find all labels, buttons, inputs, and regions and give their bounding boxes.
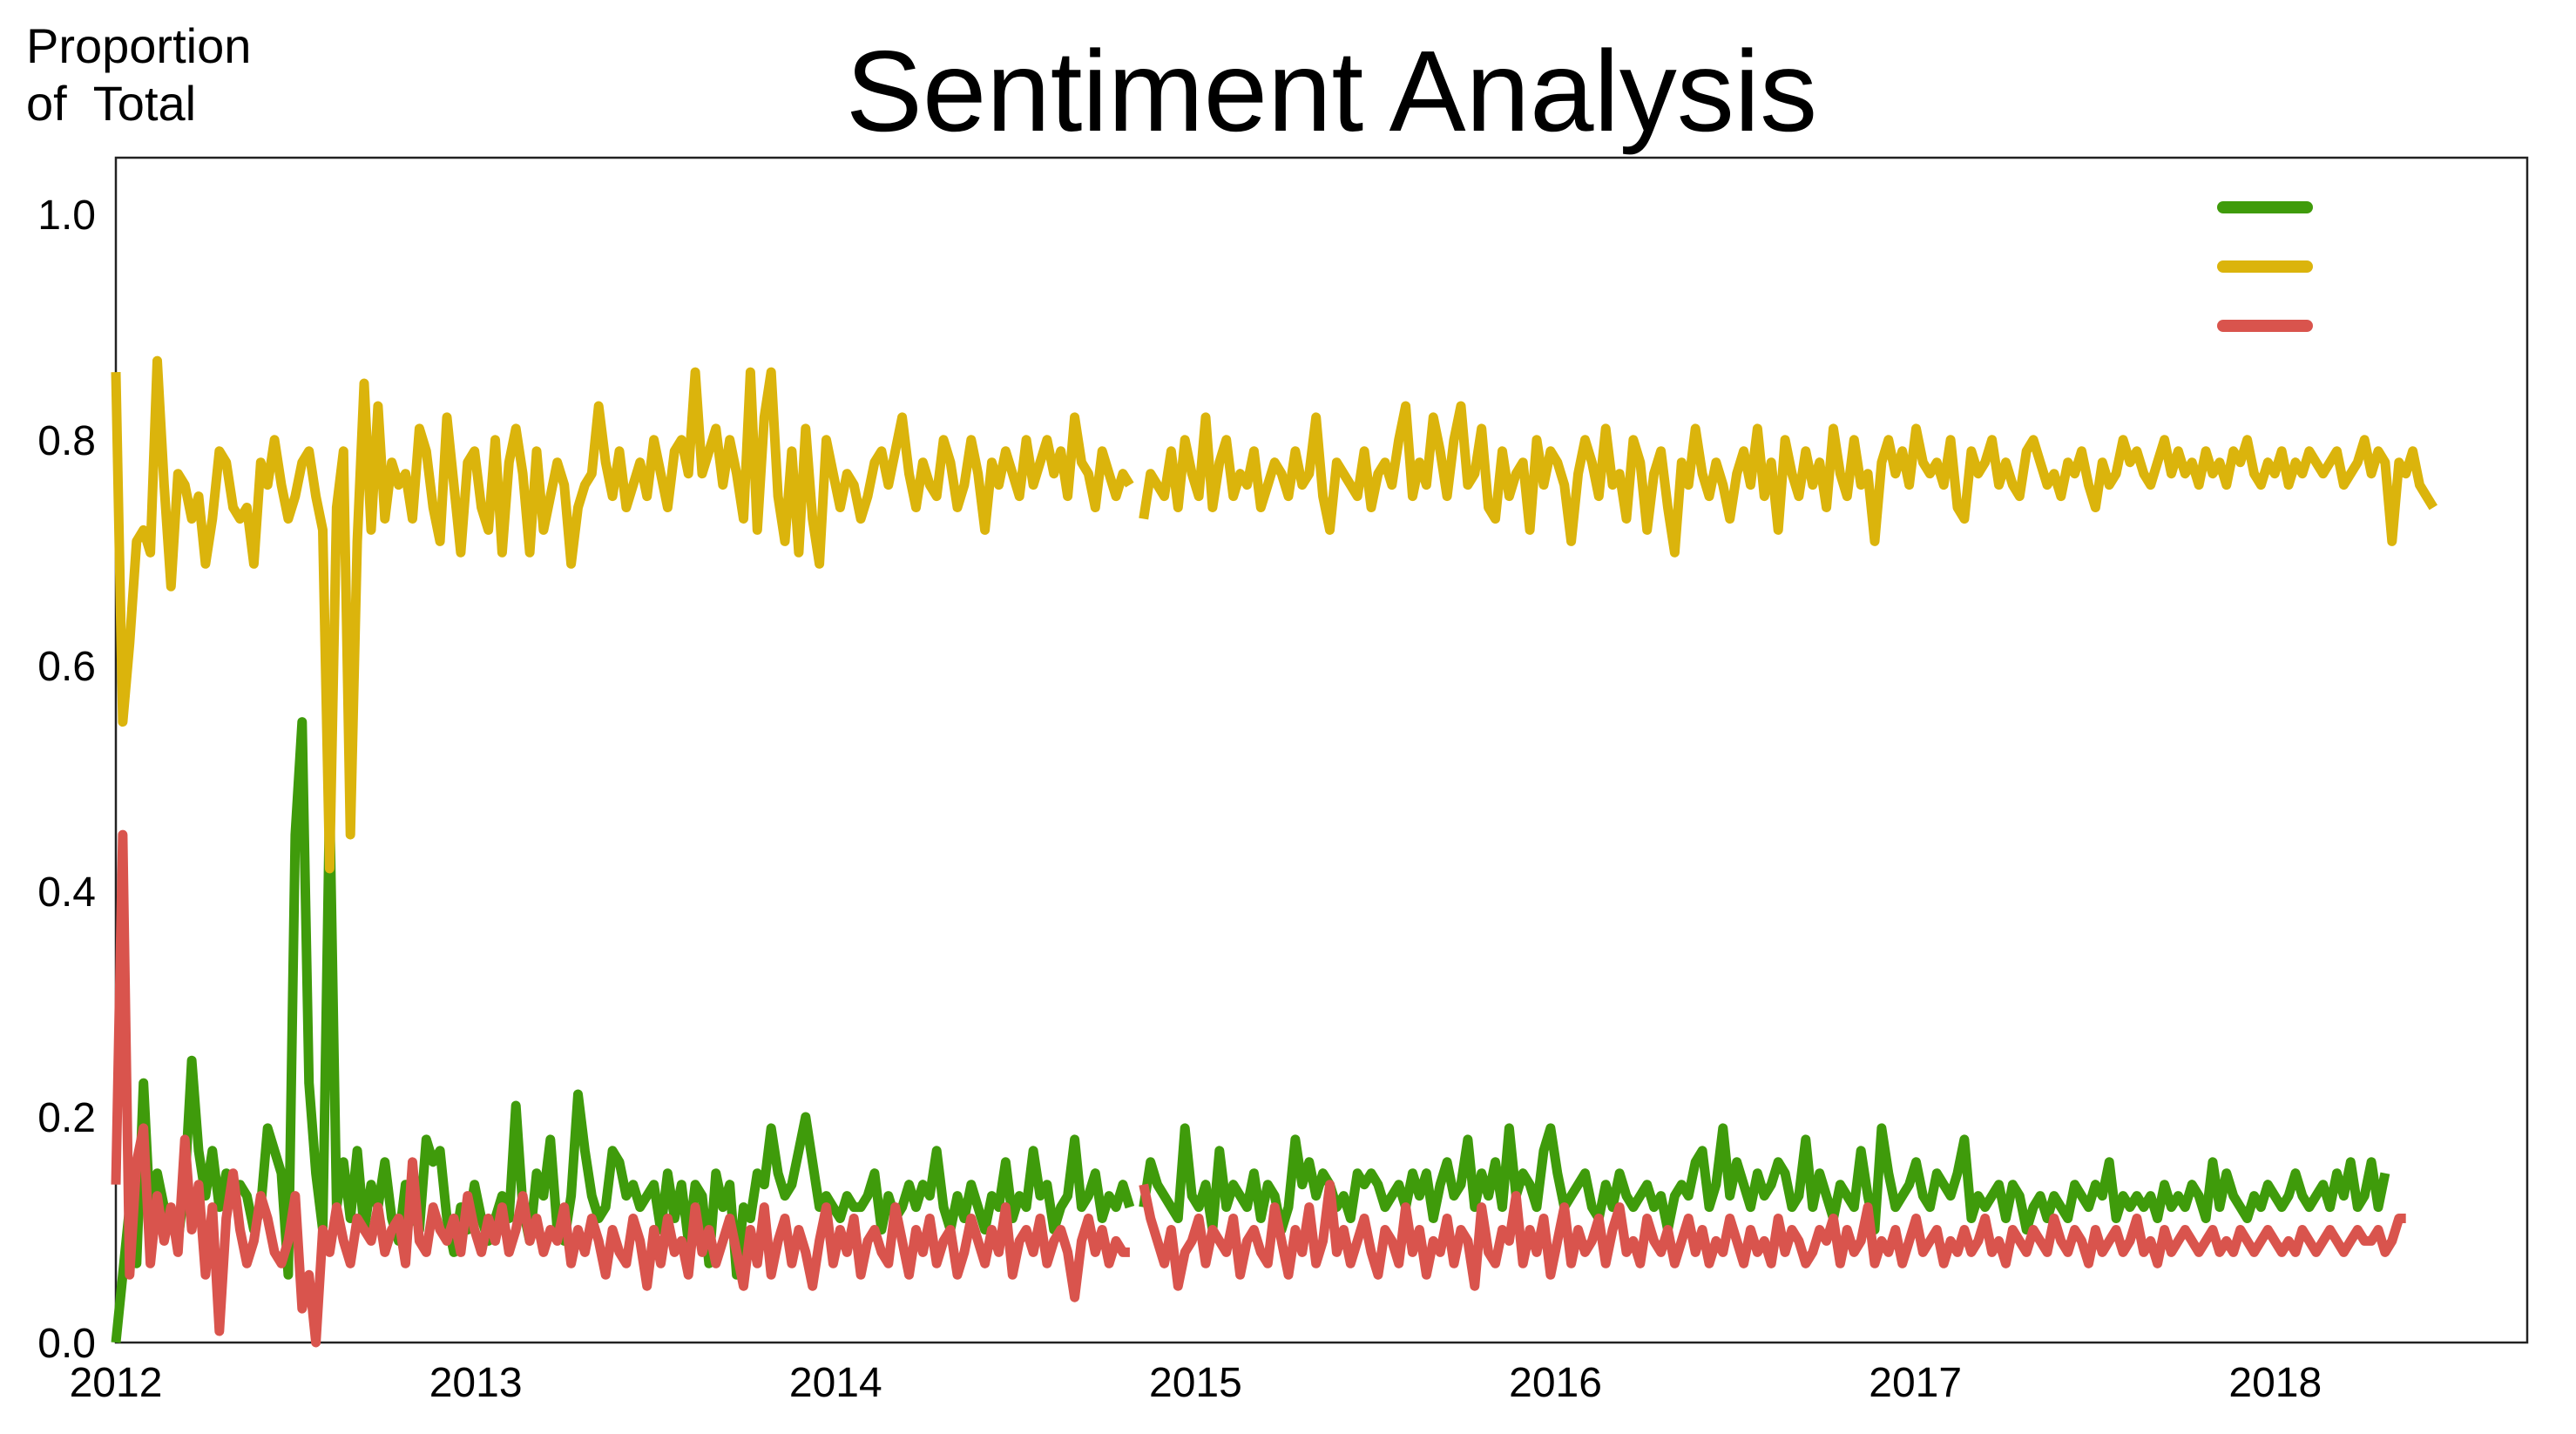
x-tick-label: 2018 [2228,1360,2322,1406]
y-axis-label: Proportion of Total [26,17,251,132]
y-tick-label: 0.8 [37,418,96,464]
x-tick-label: 2013 [429,1360,523,1406]
y-tick-label: 0.4 [37,869,96,916]
series-line-1 [111,717,2390,1343]
chart-title: Sentiment Analysis [845,27,1818,155]
x-axis-ticks: 2012 2013 2014 2015 2016 2017 2018 [70,1360,2322,1406]
x-tick-label: 2015 [1149,1360,1242,1406]
y-axis-label-line-1: Proportion [26,18,252,73]
series-line-3 [111,829,2406,1348]
y-axis-ticks: 0.0 0.2 0.4 0.6 0.8 1.0 [37,193,96,1367]
series-lines [111,355,2437,1348]
y-axis-label-line-2: of Total [26,76,197,131]
x-tick-label: 2014 [789,1360,882,1406]
y-tick-label: 0.6 [37,644,96,690]
y-tick-label: 0.2 [37,1095,96,1141]
plot-area-frame [114,156,2529,1344]
series-line-2 [111,355,2437,874]
y-tick-label: 0.0 [37,1321,96,1367]
x-tick-label: 2017 [1869,1360,1962,1406]
legend [2217,201,2313,332]
y-tick-label: 1.0 [37,193,96,239]
x-tick-label: 2012 [70,1360,163,1406]
x-tick-label: 2016 [1509,1360,1602,1406]
